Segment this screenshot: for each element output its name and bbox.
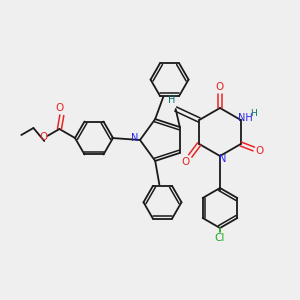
Text: H: H	[168, 95, 175, 105]
Text: N: N	[131, 133, 139, 143]
Text: H: H	[250, 110, 257, 118]
Text: O: O	[56, 103, 64, 113]
Text: O: O	[181, 157, 189, 167]
Text: O: O	[216, 82, 224, 92]
Text: O: O	[39, 132, 47, 142]
Text: O: O	[256, 146, 264, 156]
Text: Cl: Cl	[215, 233, 225, 243]
Text: N: N	[219, 154, 227, 164]
Text: NH: NH	[238, 113, 253, 123]
